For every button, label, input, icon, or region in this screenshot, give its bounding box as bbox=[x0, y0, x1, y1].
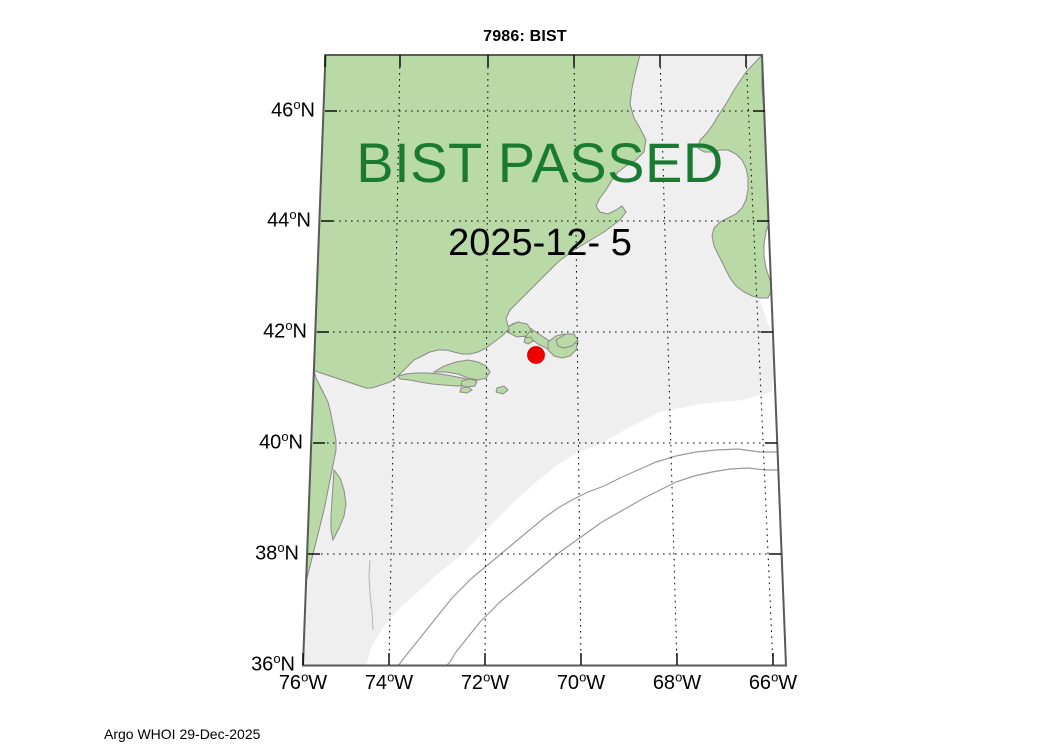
xtick-label-70: 70oW bbox=[556, 669, 606, 694]
xtick-label-74: 74oW bbox=[364, 669, 414, 694]
ytick-label-38: 38oN bbox=[255, 539, 299, 565]
bist-date-overlay: 2025-12- 5 bbox=[448, 222, 632, 264]
bathymetry-contour-1000 bbox=[445, 467, 786, 666]
land-layer bbox=[303, 55, 777, 666]
ytick-label-42: 42oN bbox=[263, 317, 307, 343]
axis-ticks bbox=[302, 55, 781, 665]
land-ns-cape bbox=[555, 333, 579, 349]
xtick-label-66: 66oW bbox=[748, 669, 798, 694]
land-island-small-2 bbox=[459, 386, 473, 394]
page-title: 7986: BIST bbox=[483, 28, 567, 45]
footer-attribution: Argo WHOI 29-Dec-2025 bbox=[104, 726, 261, 742]
land-cape-hook bbox=[432, 359, 491, 381]
plot-frame bbox=[301, 54, 788, 667]
bathymetry-contour-inner bbox=[368, 559, 374, 631]
graticule bbox=[303, 55, 786, 666]
xtick-label-72: 72oW bbox=[460, 669, 510, 694]
bist-status-overlay: BIST PASSED bbox=[356, 131, 724, 194]
land-island-small-3 bbox=[495, 385, 509, 395]
ytick-label-46: 46oN bbox=[271, 96, 315, 122]
xtick-label-68: 68oW bbox=[652, 669, 702, 694]
land-coastal-notch bbox=[508, 321, 532, 338]
float-position-marker[interactable] bbox=[527, 346, 545, 364]
bathymetry-contour-200 bbox=[397, 448, 786, 666]
ytick-label-44: 44oN bbox=[267, 206, 311, 232]
land-mainland bbox=[303, 55, 647, 666]
ytick-label-36: 36oN bbox=[251, 650, 295, 676]
land-delmarva bbox=[330, 468, 347, 542]
xtick-label-76: 76oW bbox=[278, 669, 328, 694]
land-island-small-4 bbox=[523, 336, 534, 345]
ytick-label-40: 40oN bbox=[259, 428, 303, 454]
land-island-small-1 bbox=[460, 378, 478, 388]
